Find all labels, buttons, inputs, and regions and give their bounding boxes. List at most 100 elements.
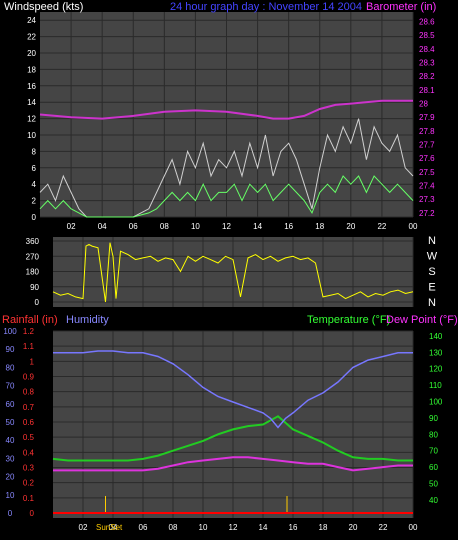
humidity-tick-label: 60: [6, 400, 15, 409]
wind-x-tick-label: 16: [284, 222, 293, 231]
rainfall-tick-label: 0: [30, 509, 35, 518]
wind-x-tick-label: 00: [409, 222, 418, 231]
rainfall-tick-label: 0.9: [23, 373, 35, 382]
barometer-tick-label: 28: [419, 100, 428, 109]
barometer-tick-label: 27.2: [419, 209, 435, 218]
weather-x-tick-label: 16: [289, 523, 298, 532]
windspeed-tick-label: 0: [32, 213, 37, 222]
temperature-tick-label: 140: [429, 332, 443, 341]
temperature-tick-label: 80: [429, 430, 438, 439]
barometer-axis-title: Barometer (in): [366, 1, 436, 13]
weather-x-tick-label: 08: [169, 523, 178, 532]
humidity-tick-label: 50: [6, 418, 15, 427]
windspeed-tick-label: 20: [27, 49, 36, 58]
chart-title: 24 hour graph day : November 14 2004: [170, 1, 362, 13]
humidity-axis-title: Humidity: [66, 314, 109, 326]
wind-x-tick-label: 14: [253, 222, 262, 231]
windspeed-axis-title: Windspeed (kts): [4, 1, 83, 13]
direction-tick-label: 180: [26, 268, 40, 277]
windspeed-tick-label: 6: [32, 164, 37, 173]
rainfall-tick-label: 0.7: [23, 403, 35, 412]
dewpoint-line: [53, 456, 413, 472]
windspeed-tick-label: 2: [32, 197, 37, 206]
rainfall-tick-label: 0.5: [23, 433, 35, 442]
rainfall-tick-label: 1: [30, 357, 35, 366]
windspeed-tick-label: 16: [27, 82, 36, 91]
humidity-tick-label: 0: [8, 509, 13, 518]
wind-direction-line: [52, 242, 414, 303]
humidity-line: [53, 350, 413, 429]
compass-tick-label: N: [428, 235, 436, 247]
windspeed-tick-label: 10: [27, 131, 36, 140]
compass-tick-label: E: [428, 282, 435, 294]
barometer-tick-label: 27.6: [419, 154, 435, 163]
wind-x-tick-label: 02: [67, 222, 76, 231]
windspeed-tick-label: 24: [27, 16, 36, 25]
temperature-tick-label: 130: [429, 348, 443, 357]
wind-x-tick-label: 10: [191, 222, 200, 231]
wind-x-tick-label: 06: [129, 222, 138, 231]
weather-x-tick-label: 12: [229, 523, 238, 532]
rainfall-tick-label: 0.8: [23, 388, 35, 397]
barometer-tick-label: 28.2: [419, 72, 435, 81]
direction-tick-label: 90: [30, 283, 39, 292]
humidity-tick-label: 10: [6, 491, 15, 500]
barometer-tick-label: 27.4: [419, 182, 435, 191]
barometer-tick-label: 28.4: [419, 45, 435, 54]
barometer-line: [39, 99, 413, 120]
windspeed-tick-label: 22: [27, 33, 36, 42]
rainfall-tick-label: 0.6: [23, 418, 35, 427]
humidity-tick-label: 80: [6, 363, 15, 372]
rainfall-tick-label: 1.1: [23, 342, 35, 351]
wind-x-tick-label: 04: [98, 222, 107, 231]
sun-event-label: SunSet: [96, 523, 123, 532]
compass-tick-label: S: [428, 266, 435, 278]
temperature-tick-label: 100: [429, 398, 443, 407]
weather-x-tick-label: 06: [139, 523, 148, 532]
windspeed-tick-label: 8: [32, 147, 37, 156]
weather-x-tick-label: 02: [79, 523, 88, 532]
barometer-tick-label: 27.3: [419, 195, 435, 204]
compass-tick-label: W: [427, 251, 438, 263]
weather-x-tick-label: 20: [349, 523, 358, 532]
weather-x-tick-label: 04: [109, 523, 118, 532]
temperature-tick-label: 40: [429, 496, 438, 505]
barometer-tick-label: 28.3: [419, 59, 435, 68]
temperature-tick-label: 120: [429, 365, 443, 374]
direction-tick-label: 0: [35, 298, 40, 307]
barometer-tick-label: 28.1: [419, 86, 435, 95]
temperature-tick-label: 110: [429, 381, 442, 390]
compass-tick-label: N: [428, 297, 436, 309]
wind-x-tick-label: 12: [222, 222, 231, 231]
weather-x-tick-label: 14: [259, 523, 268, 532]
barometer-tick-label: 28.5: [419, 31, 435, 40]
humidity-tick-label: 20: [6, 473, 15, 482]
weather-x-tick-label: 22: [379, 523, 388, 532]
humidity-tick-label: 30: [6, 454, 15, 463]
windspeed-tick-label: 12: [27, 115, 36, 124]
rainfall-tick-label: 0.4: [23, 448, 35, 457]
barometer-tick-label: 28.6: [419, 18, 435, 27]
weather-x-tick-label: 10: [199, 523, 208, 532]
temperature-line: [52, 415, 413, 462]
wind-x-tick-label: 20: [346, 222, 355, 231]
direction-tick-label: 360: [26, 237, 40, 246]
wind-x-tick-label: 08: [160, 222, 169, 231]
rainfall-tick-label: 0.2: [23, 479, 35, 488]
wind-x-tick-label: 22: [377, 222, 386, 231]
rainfall-tick-label: 0.1: [23, 494, 35, 503]
weather-x-tick-label: 00: [409, 523, 418, 532]
direction-tick-label: 270: [26, 252, 40, 261]
barometer-tick-label: 27.7: [419, 141, 435, 150]
windspeed-tick-label: 4: [32, 180, 37, 189]
windspeed-average-line: [39, 175, 414, 218]
rainfall-axis-title: Rainfall (in): [2, 314, 58, 326]
temperature-tick-label: 60: [429, 463, 438, 472]
windspeed-tick-label: 18: [27, 65, 36, 74]
dewpoint-axis-title: Dew Point (°F): [386, 314, 458, 326]
temperature-tick-label: 90: [429, 414, 438, 423]
humidity-tick-label: 100: [3, 327, 17, 336]
temperature-axis-title: Temperature (°F): [307, 314, 390, 326]
